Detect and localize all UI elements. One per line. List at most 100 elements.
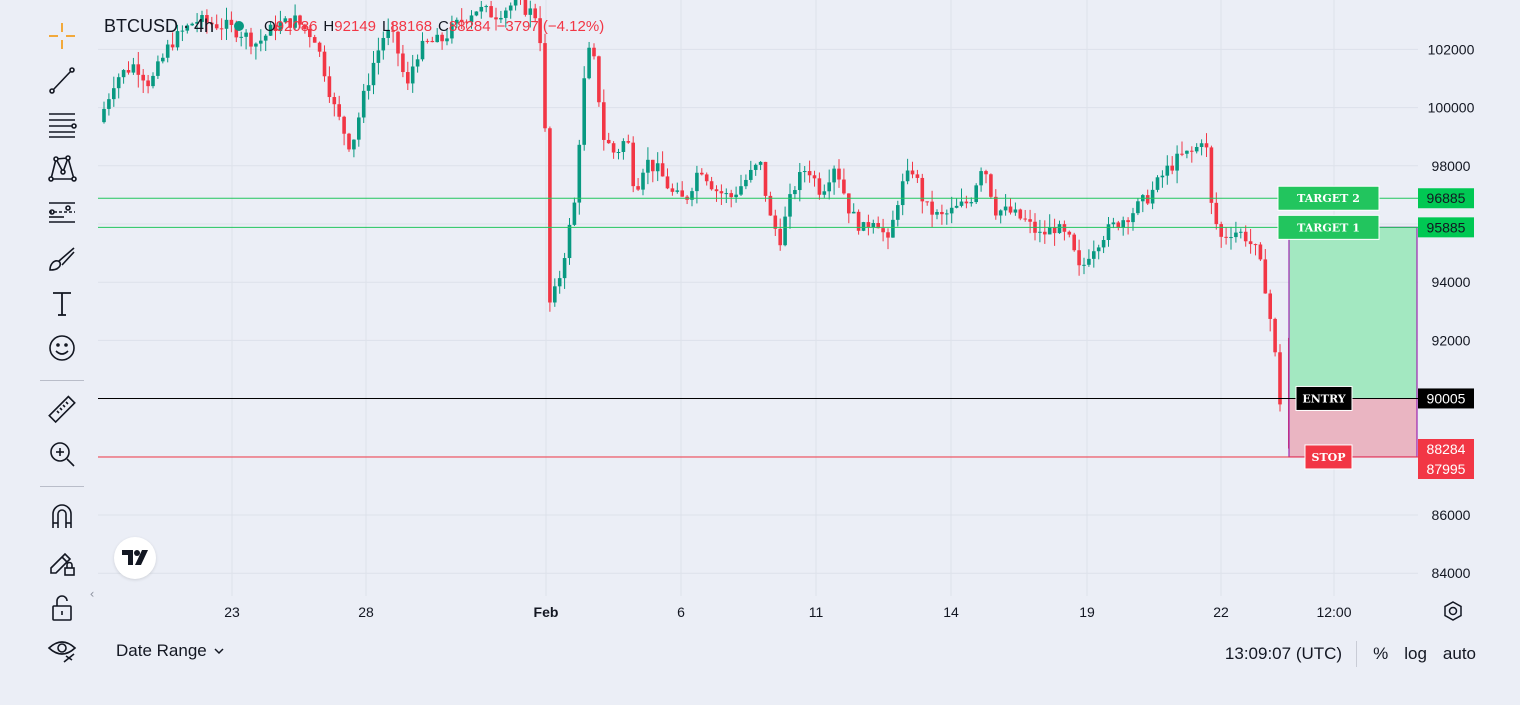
candle-body [827,182,831,192]
entry-label[interactable]: ENTRY [1295,385,1353,411]
candle-body [954,205,959,208]
candle-body [915,174,920,178]
candle-body [606,139,611,144]
target-1-price-tag[interactable]: 95885 [1418,217,1474,238]
candle-body [832,168,836,183]
stop-label[interactable]: STOP [1304,444,1353,470]
candle-body [1003,206,1008,211]
candle-body [342,116,346,134]
ruler-icon[interactable] [40,390,84,430]
candle-body [401,53,405,73]
eye-icon[interactable] [40,630,84,670]
candle-body [259,40,263,44]
profit-zone[interactable] [1289,227,1417,399]
candle-body [533,8,537,19]
prediction-icon[interactable] [40,192,84,232]
candle-body [410,66,415,84]
candle-body [298,15,302,25]
candle-body [905,170,910,182]
lock-drawing-icon[interactable] [40,542,84,582]
auto-scale-toggle[interactable]: auto [1442,644,1476,663]
candle-body [817,178,822,195]
target-1-price-tag-box [1418,217,1474,238]
price-axis[interactable]: 102000 100000 98000 94000 92000 86000 84000 968… [1418,41,1475,581]
candle-body [156,61,160,76]
candle-body [1219,224,1223,237]
text-icon[interactable] [40,283,84,323]
candle-body [1008,206,1013,213]
candle-body [680,190,684,197]
candle-body [494,17,498,20]
candle-body [136,64,141,75]
scroll-left-chevron-icon[interactable]: ‹ [90,587,95,601]
candle-body [1263,259,1268,294]
magnet-icon[interactable] [40,496,84,536]
price-tick-label: 92000 [1432,332,1471,348]
symbol-title[interactable]: BTCUSD · 4h [104,15,215,36]
target-1-label-box [1277,214,1380,240]
candle-body [641,172,645,190]
date-range-button[interactable]: Date Range [116,641,225,661]
candle-body [205,15,209,23]
candle-body [1214,202,1219,225]
candle-body [263,35,268,41]
long-position-tool[interactable] [1288,226,1418,458]
price-level-lines[interactable]: TARGET 2 TARGET 1 ENTRY STOP [98,185,1418,470]
price-tick-label: 86000 [1432,507,1471,523]
emoji-icon[interactable] [40,328,84,368]
candle-body [308,29,312,38]
candle-body [107,99,111,109]
price-tick-label: 102000 [1428,41,1475,57]
target-2-price-tag[interactable]: 96885 [1418,188,1474,209]
candle-body [969,202,974,204]
candle-body [445,38,449,42]
stop-label-box [1304,444,1353,470]
candle-body [170,44,175,48]
candle-body [724,193,729,195]
candle-body [303,24,307,30]
candle-body [935,211,939,215]
tradingview-logo[interactable] [114,537,156,579]
log-scale-toggle[interactable]: log [1404,644,1427,663]
pattern-icon[interactable] [40,148,84,188]
target-2-label[interactable]: TARGET 2 [1277,185,1380,211]
brush-icon[interactable] [40,238,84,278]
candle-body [1204,143,1209,148]
candle-body [484,6,488,8]
chart-settings-gear-icon[interactable] [1440,599,1466,625]
candle-body [244,32,248,37]
candle-body [249,32,253,47]
time-axis[interactable]: 23 28 Feb 6 11 14 19 22 12:00 ‹ [90,587,1352,620]
last-price-price-tag[interactable]: 88284 [1418,439,1474,459]
fib-retracement-icon[interactable] [40,104,84,144]
candle-body [1175,153,1179,171]
unlock-icon[interactable] [40,588,84,628]
percent-scale-toggle[interactable]: % [1373,644,1389,663]
trend-line-icon[interactable] [40,60,84,100]
candle-body [714,189,719,192]
candle-body [175,31,180,48]
candle-body [224,19,229,29]
candle-body [254,43,258,47]
utc-clock[interactable]: 13:09:07 (UTC) [1224,644,1343,663]
stop-price-tag[interactable]: 87995 [1418,459,1474,479]
entry-price-tag-text: 90005 [1427,390,1466,406]
candle-body [406,72,410,84]
candle-body [994,196,998,216]
candle-body [229,19,234,25]
entry-price-tag[interactable]: 90005 [1418,388,1474,409]
candle-body [121,70,126,78]
candle-body [582,78,586,145]
candle-body [1106,224,1111,241]
candle-body [822,191,827,195]
candle-body [312,37,317,43]
candle-body [332,97,337,105]
candle-body [989,174,993,197]
chart-grid [98,0,1418,596]
target-1-label[interactable]: TARGET 1 [1277,214,1380,240]
candle-body [396,31,400,54]
candle-body [1248,241,1253,245]
zoom-in-icon[interactable] [40,434,84,474]
crosshair-icon[interactable] [40,16,84,56]
